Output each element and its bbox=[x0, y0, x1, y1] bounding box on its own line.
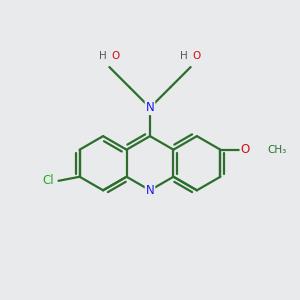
Text: N: N bbox=[146, 101, 154, 114]
Text: H: H bbox=[180, 51, 188, 61]
Text: O: O bbox=[111, 51, 119, 61]
Text: O: O bbox=[192, 51, 200, 61]
Text: H: H bbox=[99, 51, 107, 61]
Text: N: N bbox=[146, 184, 154, 197]
Text: CH₃: CH₃ bbox=[268, 145, 287, 155]
Text: O: O bbox=[240, 143, 249, 156]
Text: Cl: Cl bbox=[42, 174, 54, 187]
